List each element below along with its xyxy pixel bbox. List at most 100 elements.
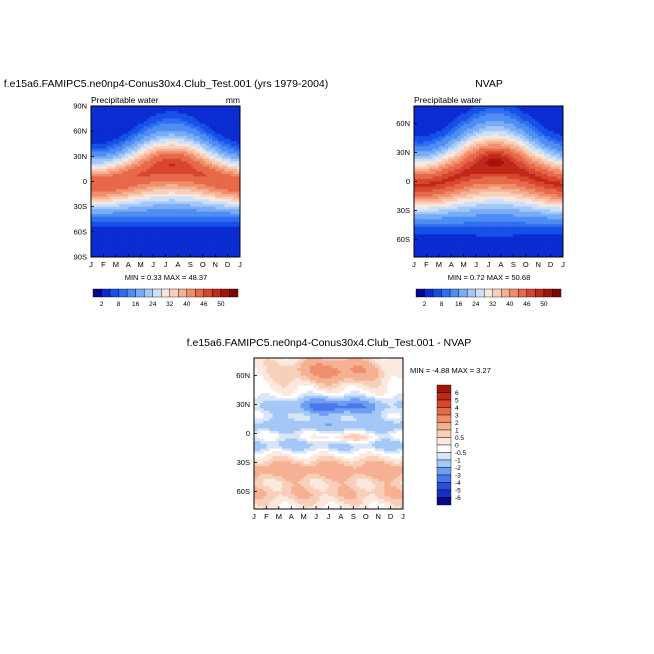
colorbar-box [415, 288, 425, 298]
colorbar-box [195, 288, 205, 298]
x-tick-label: S [188, 260, 193, 269]
panel-difference-field [254, 358, 403, 509]
colorbar-box [118, 288, 128, 298]
colorbar-box [152, 288, 162, 298]
colorbar-label: 46 [523, 301, 531, 308]
panel-model-field [91, 106, 240, 257]
colorbar-label: 32 [489, 301, 497, 308]
colorbar-box [436, 444, 452, 453]
x-tick-label: A [175, 260, 180, 269]
colorbar-label: 16 [455, 301, 463, 308]
y-tick-label: 30N [396, 148, 410, 157]
y-tick-label: 60S [237, 487, 250, 496]
colorbar-box [436, 392, 452, 401]
y-tick-label: 60S [397, 235, 410, 244]
panel-nvap-y-ticks: 60N 30N 0 30S 60S [396, 119, 417, 244]
panel-difference: f.e15a6.FAMIPC5.ne0np4-Conus30x4.Club_Te… [187, 337, 491, 521]
colorbar-box [436, 482, 452, 491]
colorbar-box [535, 288, 545, 298]
x-tick-label: F [264, 512, 269, 521]
panel-difference-y-ticks: 60N 30N 0 30S 60S [236, 371, 257, 496]
panel-nvap-stats: MIN = 0.72 MAX = 50.68 [448, 273, 531, 282]
x-tick-label: O [523, 260, 529, 269]
y-tick-label: 30S [237, 458, 250, 467]
colorbar-box [475, 288, 485, 298]
colorbar-box [178, 288, 188, 298]
y-tick-label: 0 [83, 177, 87, 186]
y-tick-label: 60N [236, 371, 250, 380]
y-tick-label: 30S [397, 206, 410, 215]
colorbar-box [436, 452, 452, 461]
x-tick-label: J [151, 260, 155, 269]
colorbar-box [552, 288, 562, 298]
colorbar-box [449, 288, 459, 298]
x-tick-label: A [126, 260, 131, 269]
x-tick-label: J [238, 260, 242, 269]
colorbar-box [101, 288, 111, 298]
colorbar-label: 8 [440, 301, 444, 308]
colorbar-label: 40 [183, 301, 191, 308]
y-tick-label: 60S [74, 227, 87, 236]
colorbar-box [436, 384, 452, 393]
x-tick-label: O [363, 512, 369, 521]
x-tick-label: M [276, 512, 282, 521]
colorbar-box [126, 288, 136, 298]
colorbar-box [436, 489, 452, 498]
panel-nvap-field [414, 106, 563, 257]
colorbar-box [161, 288, 170, 298]
panel-difference-stats: MIN = -4.88 MAX = 3.27 [410, 366, 491, 375]
colorbar-label: -5 [455, 487, 461, 494]
x-tick-label: F [424, 260, 429, 269]
colorbar-label: 46 [200, 301, 208, 308]
y-tick-label: 30S [74, 202, 87, 211]
x-tick-label: N [212, 260, 217, 269]
colorbar-box [436, 399, 452, 408]
x-tick-label: J [487, 260, 491, 269]
x-tick-label: J [561, 260, 565, 269]
colorbar-label: 3 [455, 412, 459, 419]
colorbar-label: -0.5 [455, 450, 467, 457]
colorbar-label: 2 [455, 420, 459, 427]
panel-model-y-ticks: 90N 60N 30N 0 30S 60S 90S [73, 102, 94, 262]
x-tick-label: M [301, 512, 307, 521]
colorbar-label: -3 [455, 472, 461, 479]
colorbar-label: 16 [132, 301, 140, 308]
colorbar-box [229, 288, 239, 298]
y-tick-label: 90S [74, 253, 87, 262]
colorbar-box [432, 288, 442, 298]
colorbar-box [436, 429, 452, 438]
x-tick-label: M [113, 260, 119, 269]
colorbar-box [169, 288, 179, 298]
panel-model-stats: MIN = 0.33 MAX = 48.37 [125, 273, 208, 282]
colorbar-label: -1 [455, 457, 461, 464]
x-tick-label: J [89, 260, 93, 269]
colorbar-box [212, 288, 222, 298]
panel-model-colorbar: 2 8 16 24 32 40 46 50 [92, 288, 239, 308]
colorbar-box [135, 288, 145, 298]
colorbar-box [441, 288, 451, 298]
x-tick-label: A [338, 512, 343, 521]
colorbar-box [220, 288, 230, 298]
colorbar-label: 8 [117, 301, 121, 308]
x-tick-label: A [498, 260, 503, 269]
colorbar-label: -2 [455, 465, 461, 472]
y-tick-label: 90N [73, 102, 87, 111]
colorbar-label: 4 [455, 405, 459, 412]
colorbar-label: 0.5 [455, 435, 464, 442]
colorbar-label: 50 [540, 301, 548, 308]
colorbar-label: 40 [506, 301, 514, 308]
colorbar-label: 32 [166, 301, 174, 308]
panel-model-title: f.e15a6.FAMIPC5.ne0np4-Conus30x4.Club_Te… [4, 78, 329, 90]
x-tick-label: J [474, 260, 478, 269]
panel-difference-title: f.e15a6.FAMIPC5.ne0np4-Conus30x4.Club_Te… [187, 337, 472, 349]
colorbar-box [436, 437, 452, 446]
colorbar-box [501, 288, 511, 298]
colorbar-label: 5 [455, 397, 459, 404]
x-tick-label: M [461, 260, 467, 269]
x-tick-label: D [548, 260, 554, 269]
